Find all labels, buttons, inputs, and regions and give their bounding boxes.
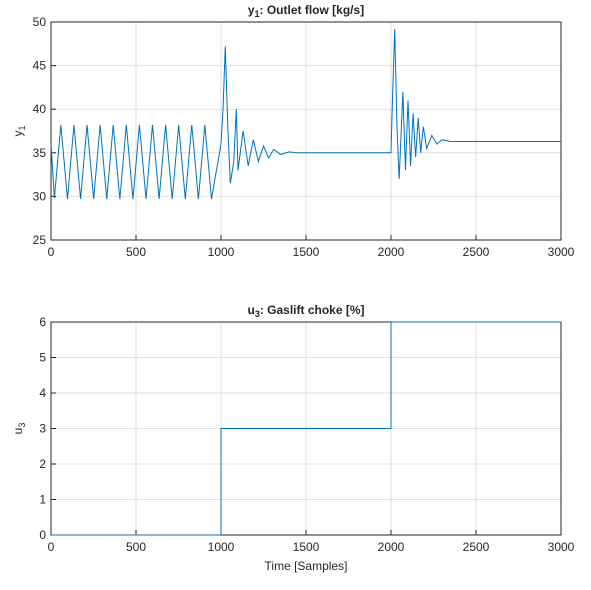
y-label-subscript: 3: [17, 423, 27, 428]
y-label-symbol: u: [11, 428, 25, 435]
y-tick-label: 1: [39, 493, 46, 507]
title-text: : Gaslift choke [%]: [260, 303, 365, 317]
title-symbol: y: [248, 3, 255, 17]
y-tick-label: 3: [39, 422, 46, 436]
x-tick-label: 0: [48, 540, 55, 554]
y-label-subscript: 1: [17, 125, 27, 130]
title-subscript: 3: [255, 309, 260, 319]
x-tick-label: 2500: [463, 540, 490, 554]
title-text: : Outlet flow [kg/s]: [260, 3, 365, 17]
x-tick-label: 1000: [208, 245, 235, 259]
x-tick-label: 1500: [293, 540, 320, 554]
axes-box: [50, 321, 562, 536]
y-tick-label: 2: [39, 457, 46, 471]
y-tick-label: 25: [33, 233, 47, 247]
y-tick-label: 5: [39, 351, 46, 365]
title-symbol: u: [247, 303, 254, 317]
x-tick-label: 500: [126, 540, 146, 554]
x-tick-label: 2500: [463, 245, 490, 259]
x-tick-label: 0: [48, 245, 55, 259]
axes-box: [50, 21, 562, 241]
y-tick-label: 50: [33, 15, 47, 29]
y-tick-label: 45: [33, 59, 47, 73]
y-tick-label: 35: [33, 146, 47, 160]
x-tick-label: 3000: [548, 245, 575, 259]
x-tick-label: 500: [126, 245, 146, 259]
x-tick-label: 1000: [208, 540, 235, 554]
data-line: [50, 28, 561, 200]
title-subscript: 1: [255, 9, 260, 19]
y-label-symbol: y: [11, 131, 25, 137]
x-tick-label: 2000: [378, 245, 405, 259]
y-axis-label: y1: [11, 125, 27, 136]
x-tick-label: 3000: [548, 540, 575, 554]
chart-title: u3: Gaslift choke [%]: [247, 303, 364, 319]
y-tick-label: 4: [39, 386, 46, 400]
y-tick-label: 6: [39, 315, 46, 329]
x-axis-label: Time [Samples]: [265, 559, 348, 573]
chart-title: y1: Outlet flow [kg/s]: [248, 3, 364, 19]
x-tick-label: 2000: [378, 540, 405, 554]
x-tick-label: 1500: [293, 245, 320, 259]
y-tick-label: 40: [33, 102, 47, 116]
y-axis-label: u3: [11, 423, 27, 435]
data-line: [51, 321, 561, 536]
y-tick-label: 30: [33, 189, 47, 203]
y-tick-label: 0: [39, 528, 46, 542]
